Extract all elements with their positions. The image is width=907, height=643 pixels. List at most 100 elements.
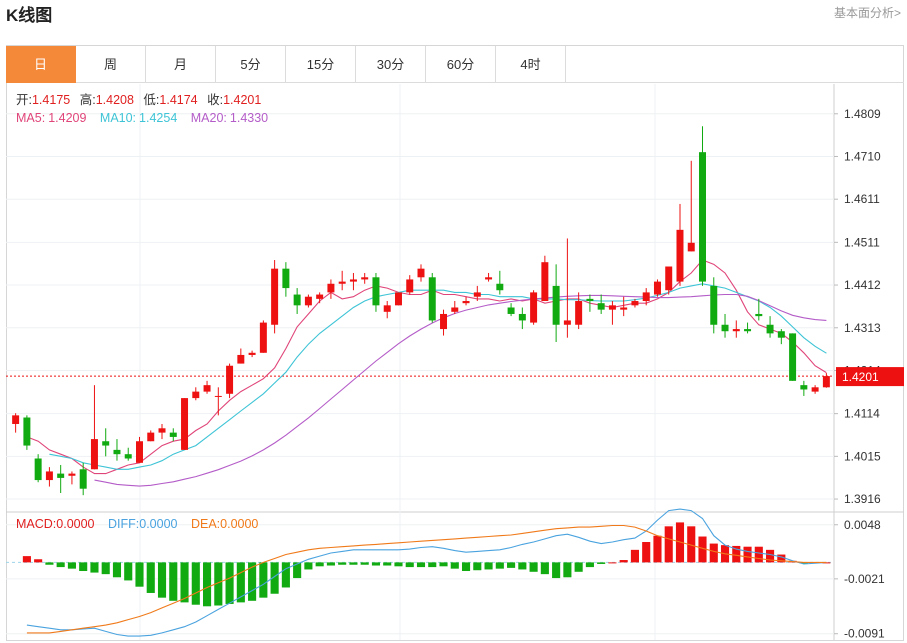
macd-y-tick-label: -0.0021 — [844, 572, 885, 586]
ma5-line — [26, 259, 827, 475]
high-value: 1.4208 — [96, 93, 134, 107]
macd-bar-negative — [281, 562, 290, 588]
tab-month[interactable]: 月 — [146, 46, 216, 83]
y-axis-labels: 1.4809 1.4710 1.4611 1.4511 1.4412 1.4313 1.42… — [844, 107, 885, 641]
candle-up — [203, 385, 211, 392]
macd-bar-negative — [90, 562, 99, 573]
chart-panel — [6, 45, 904, 641]
candle-up — [327, 283, 335, 293]
candle-up — [304, 296, 312, 306]
macd-bars — [22, 522, 831, 607]
macd-bar-positive — [709, 543, 718, 563]
candle-up — [530, 292, 538, 323]
macd-bar-negative — [540, 562, 549, 575]
candle-up — [620, 307, 628, 310]
candle-up — [259, 322, 267, 353]
y-tick-label: 1.4511 — [844, 235, 880, 249]
candle-down — [755, 313, 763, 317]
candle-up — [45, 471, 53, 481]
candle-down — [552, 285, 560, 325]
candle-down — [113, 449, 121, 455]
macd-bar-negative — [79, 562, 88, 572]
macd-bar-negative — [135, 562, 144, 587]
candle-up — [575, 301, 583, 325]
macd-bar-negative — [169, 562, 178, 601]
candle-down — [57, 473, 65, 478]
macd-bar-negative — [157, 562, 167, 598]
macd-bar-negative — [473, 562, 482, 571]
candle-up — [271, 268, 279, 325]
macd-bar-positive — [619, 560, 628, 563]
candle-up — [822, 376, 830, 388]
fundamental-analysis-link[interactable]: 基本面分析> — [833, 6, 901, 20]
tab-5min[interactable]: 5分 — [216, 46, 286, 83]
macd-bar-negative — [270, 562, 279, 594]
candle-down — [496, 283, 504, 291]
moving-average-lines — [26, 259, 827, 487]
low-label: 低: — [143, 93, 159, 107]
macd-bar-positive — [754, 546, 763, 563]
tab-15min[interactable]: 15分 — [286, 46, 356, 83]
macd-bar-positive — [766, 549, 775, 563]
macd-bar-positive — [642, 542, 651, 563]
candle-down — [372, 277, 380, 306]
macd-bar-negative — [315, 562, 324, 567]
tab-4hour[interactable]: 4时 — [496, 46, 566, 83]
candle-up — [68, 473, 76, 476]
macd-bar-negative — [248, 562, 257, 601]
tab-60min[interactable]: 60分 — [426, 46, 496, 83]
candle-down — [789, 333, 797, 381]
y-tick-label: 1.4412 — [844, 278, 881, 292]
candle-up — [406, 279, 414, 293]
macd-bar-positive — [630, 549, 639, 563]
candle-down — [428, 277, 436, 321]
candle-up — [192, 391, 200, 399]
macd-lines — [26, 508, 827, 637]
macd-bar-negative — [563, 562, 572, 578]
macd-bar-negative — [518, 562, 527, 570]
dea-value: 0.0000 — [220, 517, 258, 531]
macd-bar-negative — [585, 562, 594, 568]
candle-down — [710, 285, 718, 325]
macd-bar-negative — [405, 562, 414, 568]
y-tick-label: 1.3916 — [844, 492, 881, 506]
candle-up — [665, 266, 673, 291]
current-price-text: 1.4201 — [842, 370, 879, 384]
candle-up — [147, 432, 155, 442]
candle-down — [518, 313, 526, 321]
candle-down — [721, 324, 729, 332]
macd-bar-negative — [383, 562, 392, 566]
tab-week[interactable]: 周 — [76, 46, 146, 83]
macd-bar-negative — [259, 562, 268, 598]
macd-bar-negative — [394, 562, 403, 567]
close-label: 收: — [207, 93, 223, 107]
tab-30min[interactable]: 30分 — [356, 46, 426, 83]
tab-day[interactable]: 日 — [6, 46, 76, 83]
macd-bar-positive — [777, 554, 786, 563]
close-value: 1.4201 — [223, 93, 261, 107]
macd-bar-negative — [338, 562, 347, 565]
ma10-label: MA10: — [100, 111, 136, 125]
macd-bar-negative — [349, 562, 358, 565]
candle-down — [507, 307, 515, 314]
macd-bar-negative — [214, 562, 223, 606]
macd-bar-negative — [56, 562, 65, 568]
candle-up — [349, 279, 357, 282]
candle-down — [102, 441, 110, 446]
candle-down — [293, 294, 301, 306]
macd-bar-negative — [124, 562, 133, 581]
candle-up — [451, 307, 459, 312]
candle-down — [34, 458, 42, 481]
ma10-value: 1.4254 — [139, 111, 177, 125]
candle-down — [79, 469, 87, 489]
macd-bar-positive — [608, 562, 617, 564]
macd-bar-negative — [450, 562, 459, 569]
y-tick-label: 1.4809 — [844, 107, 881, 121]
candle-down — [23, 417, 31, 446]
y-tick-label: 1.4313 — [844, 321, 881, 335]
macd-bar-negative — [225, 562, 234, 604]
macd-bar-positive — [743, 546, 752, 563]
candle-down — [124, 454, 132, 459]
candle-up — [90, 439, 98, 470]
